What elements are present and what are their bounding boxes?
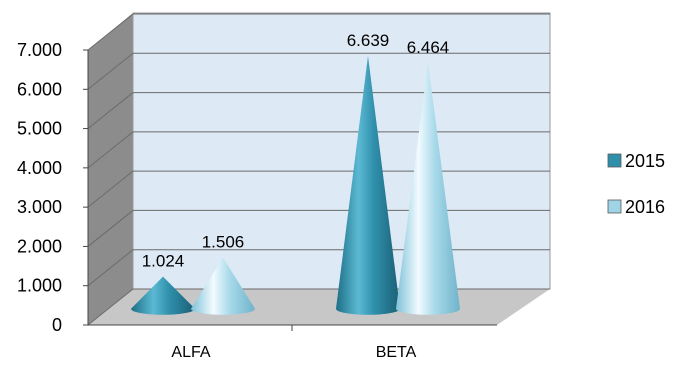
y-tick-label: 4.000: [17, 158, 62, 178]
gridline: [87, 131, 550, 169]
x-category-label: ALFA: [171, 344, 210, 361]
y-tick-label: 5.000: [17, 119, 62, 139]
gridline: [87, 170, 550, 208]
legend-swatch: [607, 199, 622, 214]
cone-body: [396, 62, 460, 315]
cone-body: [191, 257, 255, 315]
data-label: 1.024: [142, 252, 185, 271]
gridline: [87, 52, 550, 90]
y-tick-label: 1.000: [17, 276, 62, 296]
cone-2016-beta: [396, 62, 460, 315]
data-label: 6.464: [407, 38, 450, 57]
gridline: [87, 92, 550, 129]
data-labels: 1.024 6.639 1.506 6.464: [142, 31, 450, 271]
y-tick-label: 3.000: [17, 197, 62, 217]
x-category-label: BETA: [376, 344, 417, 361]
y-tick-label: 2.000: [17, 236, 62, 256]
plot-walls: [88, 12, 551, 325]
y-tick-label: 0: [52, 315, 62, 335]
cone-2015-alfa: [131, 276, 195, 315]
y-tick-label: 6.000: [17, 79, 62, 99]
y-tick-label: 7.000: [17, 40, 62, 60]
side-wall: [88, 13, 133, 325]
x-axis-labels: ALFA BETA: [171, 325, 417, 361]
back-wall: [132, 12, 551, 290]
cone-body: [336, 55, 400, 315]
data-label: 1.506: [202, 233, 245, 252]
cone-2015-beta: [336, 55, 400, 315]
legend-label: 2015: [625, 151, 665, 171]
data-label: 6.639: [347, 31, 390, 50]
legend-label: 2016: [625, 197, 665, 217]
y-axis-ticks: 0 1.000 2.000 3.000 4.000 5.000 6.000 7.000: [17, 40, 497, 335]
legend-swatch: [607, 153, 622, 168]
cone-body: [131, 276, 195, 315]
legend: 2015 2016: [607, 151, 665, 217]
cone-2016-alfa: [191, 257, 255, 315]
cones: [131, 55, 460, 315]
gridline: [87, 13, 550, 51]
